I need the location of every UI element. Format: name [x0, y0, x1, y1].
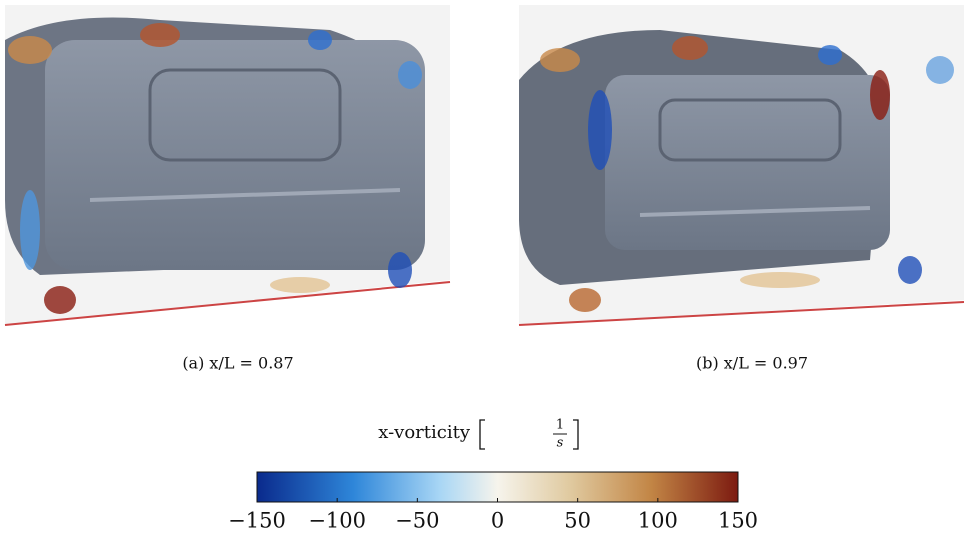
- tick-label: 0: [491, 509, 504, 533]
- panel-caption: (b) x/L = 0.97: [696, 354, 808, 373]
- tick-label: 50: [564, 509, 591, 533]
- unit-denominator: s: [557, 436, 564, 451]
- panel-a-image: [4, 5, 451, 326]
- colorbar: [256, 471, 739, 503]
- tick-label: 100: [638, 509, 678, 533]
- panel-caption: (a) x/L = 0.87: [182, 354, 293, 373]
- tick-label: −150: [228, 509, 286, 533]
- bracket: [479, 419, 579, 450]
- colorbar-title: x-vorticity: [378, 422, 471, 443]
- panel-b-image: [518, 5, 964, 326]
- tick-label: 150: [718, 509, 758, 533]
- tick-label: −100: [308, 509, 366, 533]
- unit-numerator: 1: [556, 418, 564, 433]
- tick-label: −50: [395, 509, 439, 533]
